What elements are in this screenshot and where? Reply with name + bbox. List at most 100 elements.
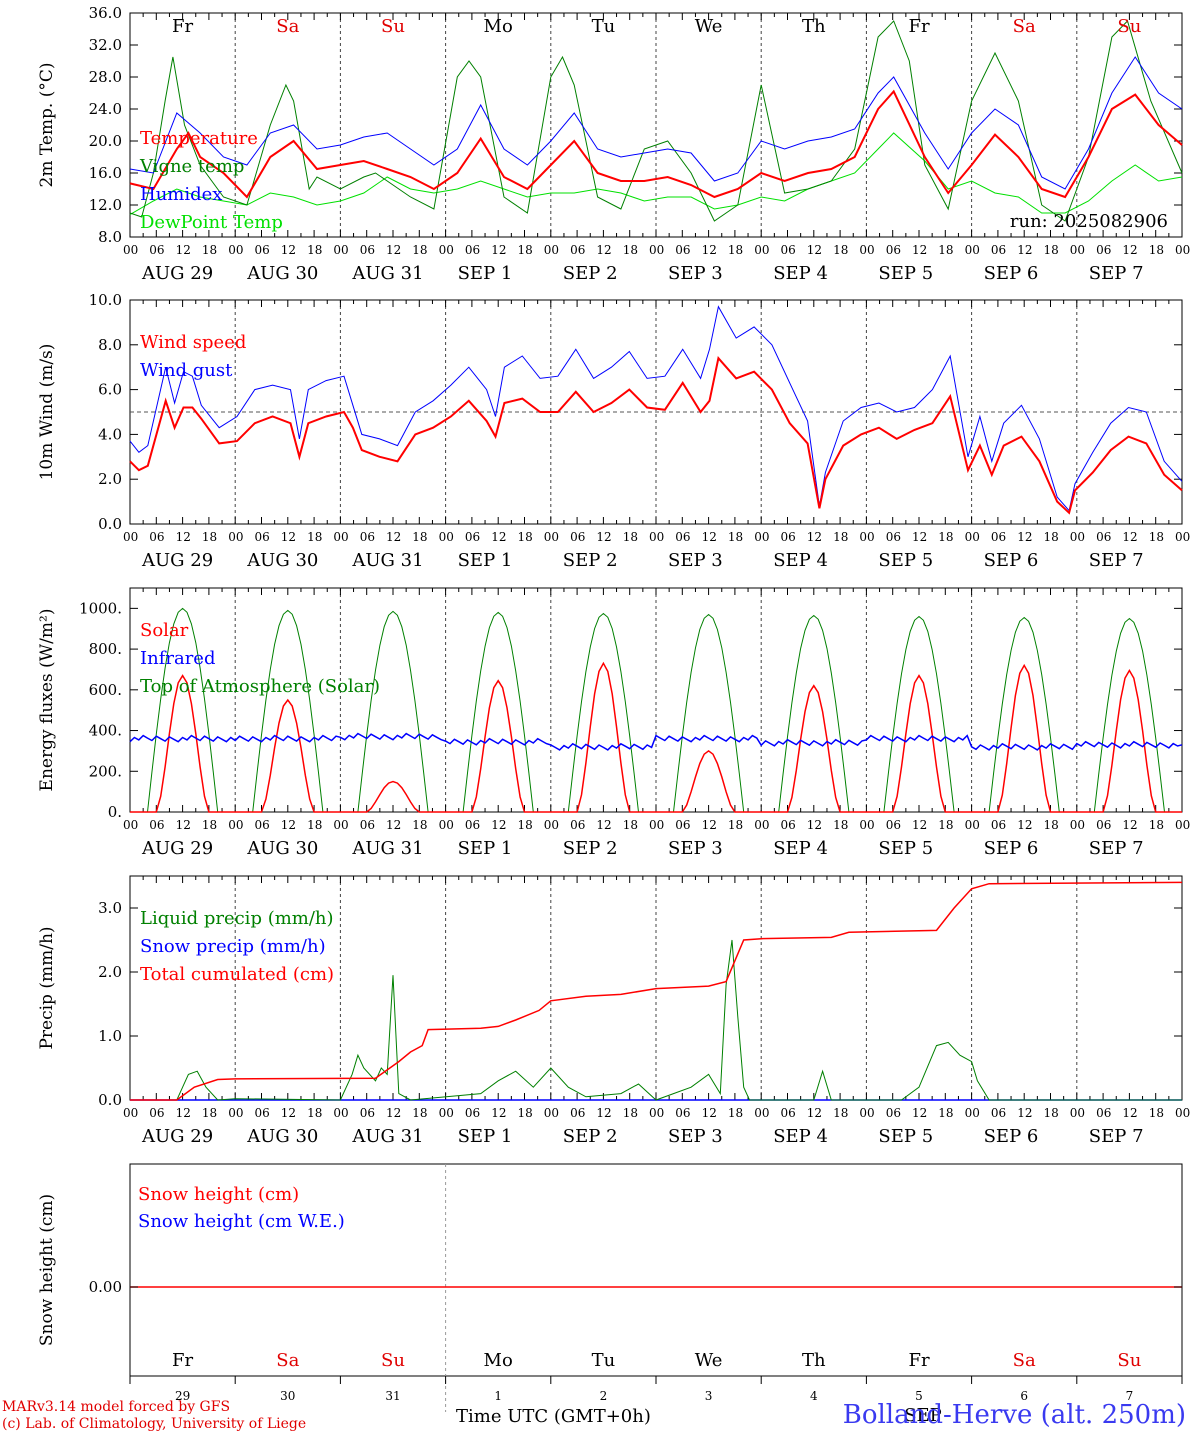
legend-entry: Top of Atmosphere (Solar): [140, 676, 380, 697]
date-label: SEP 7: [1089, 838, 1144, 859]
hour-label: 00: [754, 243, 769, 257]
y-tick-label: 3.0: [98, 899, 122, 917]
hour-label: 06: [675, 530, 690, 544]
hour-label: 00: [439, 530, 454, 544]
y-tick-label: 36.0: [89, 4, 122, 22]
hour-label: 06: [465, 243, 480, 257]
y-axis-title: Energy fluxes (W/m²): [37, 609, 57, 792]
day-of-week: Sa: [276, 16, 299, 37]
hour-label: 00: [1070, 530, 1085, 544]
day-of-week: Su: [381, 16, 405, 37]
hour-label: 06: [675, 1106, 690, 1120]
hour-label: 12: [281, 818, 296, 832]
day-of-week: Tu: [592, 16, 616, 37]
hour-label: 06: [360, 530, 375, 544]
date-label: SEP 5: [878, 550, 933, 571]
date-label: SEP 4: [773, 550, 828, 571]
series-dewpoint: [129, 132, 1183, 216]
hour-label: 12: [702, 1106, 717, 1120]
date-label: SEP 2: [563, 1126, 618, 1147]
y-tick-label: 1.0: [98, 1027, 122, 1045]
hour-label: 06: [570, 818, 585, 832]
hour-label: 18: [1149, 1106, 1164, 1120]
bottom-day-of-week: Su: [381, 1350, 405, 1371]
bottom-day-number: 2: [600, 1389, 608, 1403]
hour-label: 12: [491, 243, 506, 257]
bottom-month-label: SEP: [904, 1405, 942, 1426]
hour-label: 12: [1017, 1106, 1032, 1120]
hour-label: 18: [833, 243, 848, 257]
hour-label: 18: [623, 818, 638, 832]
y-tick-label: 28.0: [89, 68, 122, 86]
bottom-day-of-week: We: [695, 1350, 723, 1371]
series-liquid-precip: [130, 939, 1182, 1101]
hour-label: 00: [649, 1106, 664, 1120]
hour-label: 18: [728, 243, 743, 257]
hour-label: 06: [991, 243, 1006, 257]
legend-entry: Liquid precip (mm/h): [140, 908, 334, 929]
hour-label: 00: [544, 530, 559, 544]
hour-label: 00: [123, 530, 138, 544]
y-tick-label: 0.0: [98, 515, 122, 533]
hour-label: 00: [439, 1106, 454, 1120]
hour-label: 06: [255, 818, 270, 832]
hour-label: 12: [281, 1106, 296, 1120]
bottom-day-number: 5: [915, 1389, 923, 1403]
date-label: SEP 5: [878, 838, 933, 859]
hour-label: 00: [439, 243, 454, 257]
date-label: SEP 6: [984, 550, 1039, 571]
hour-label: 12: [176, 530, 191, 544]
hour-label: 06: [1096, 530, 1111, 544]
bottom-day-number: 1: [494, 1389, 502, 1403]
legend-entry: Vigne temp: [139, 156, 244, 177]
hour-label: 18: [202, 243, 217, 257]
date-label: AUG 31: [351, 1126, 423, 1147]
day-of-week: Mo: [484, 16, 513, 37]
hour-label: 12: [176, 1106, 191, 1120]
date-label: SEP 4: [773, 838, 828, 859]
day-of-week: Sa: [1013, 16, 1036, 37]
y-tick-label: 0.: [108, 803, 122, 821]
date-label: SEP 7: [1089, 550, 1144, 571]
hour-label: 06: [149, 530, 164, 544]
bottom-day-of-week: Fr: [172, 1350, 193, 1371]
legend-entry: Infrared: [140, 648, 215, 669]
hour-label: 06: [465, 1106, 480, 1120]
hour-label: 00: [859, 530, 874, 544]
hour-label: 12: [491, 530, 506, 544]
date-label: AUG 30: [246, 263, 318, 284]
run-label: run: 2025082906: [1010, 211, 1168, 232]
hour-label: 12: [386, 818, 401, 832]
series-infrared: [129, 732, 1183, 751]
hour-label: 00: [754, 530, 769, 544]
series-vigne-temp: [129, 20, 1183, 222]
hour-label: 18: [1149, 243, 1164, 257]
hour-label: 12: [1017, 818, 1032, 832]
hour-label: 06: [675, 243, 690, 257]
y-tick-label: 24.0: [89, 100, 122, 118]
date-label: SEP 1: [458, 1126, 513, 1147]
hour-label: 06: [886, 1106, 901, 1120]
series-temperature: [129, 89, 1183, 199]
hour-label: 00: [1175, 818, 1190, 832]
bottom-day-of-week: Sa: [1013, 1350, 1036, 1371]
hour-label: 18: [728, 530, 743, 544]
hour-label: 12: [596, 818, 611, 832]
hour-label: 00: [859, 243, 874, 257]
hour-label: 00: [439, 818, 454, 832]
hour-label: 18: [1044, 243, 1059, 257]
hour-label: 06: [570, 530, 585, 544]
hour-label: 06: [570, 1106, 585, 1120]
hour-label: 00: [333, 818, 348, 832]
hour-label: 12: [1122, 1106, 1137, 1120]
bottom-day-number: 3: [705, 1389, 713, 1403]
hour-label: 18: [307, 530, 322, 544]
hour-label: 18: [623, 1106, 638, 1120]
bottom-day-of-week: Fr: [908, 1350, 929, 1371]
hour-label: 18: [833, 818, 848, 832]
hour-label: 12: [912, 1106, 927, 1120]
hour-label: 18: [518, 1106, 533, 1120]
